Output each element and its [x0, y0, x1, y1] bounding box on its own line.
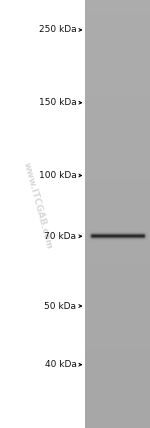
- Text: 40 kDa: 40 kDa: [45, 360, 76, 369]
- Text: 150 kDa: 150 kDa: [39, 98, 76, 107]
- Text: 250 kDa: 250 kDa: [39, 25, 76, 35]
- Text: 50 kDa: 50 kDa: [45, 301, 76, 311]
- Text: www.ITCGAB.com: www.ITCGAB.com: [22, 161, 53, 250]
- Text: 100 kDa: 100 kDa: [39, 171, 76, 180]
- Text: 70 kDa: 70 kDa: [45, 232, 76, 241]
